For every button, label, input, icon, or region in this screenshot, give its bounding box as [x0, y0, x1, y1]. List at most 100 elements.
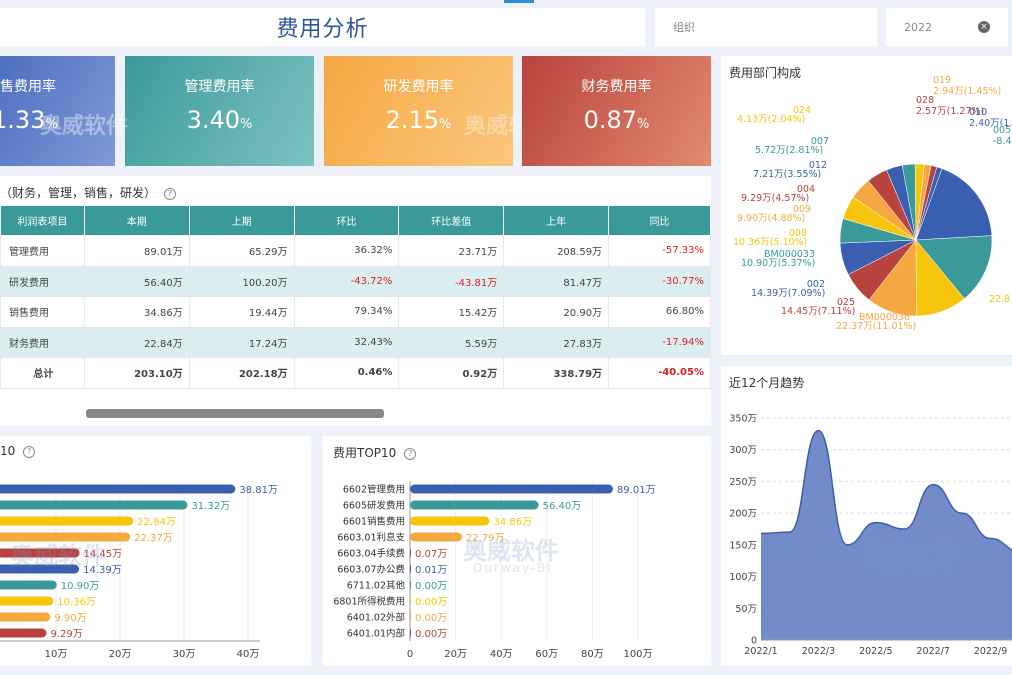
table-cell: 89.01万 — [83, 235, 190, 267]
table-cell: 财务费用 — [0, 326, 85, 358]
table-header-cell: 上年 — [503, 205, 610, 236]
pie-label-code: 024 — [793, 105, 811, 116]
pie-slice — [915, 168, 993, 241]
bar-value-label: 89.01万 — [617, 485, 656, 496]
table-row: 销售费用 34.86万 19.44万 79.34% 15.42万 20.90万 66.80% — [0, 296, 711, 328]
x-tick-label: 2022/5 — [859, 646, 892, 657]
category-label: 6603.01利息支 — [337, 532, 405, 544]
pie-label-code: 010 — [969, 107, 987, 118]
bar — [0, 596, 54, 606]
table-cell: 36.32% — [293, 235, 400, 267]
kpi-label: 财务费用率 — [581, 79, 652, 95]
table-row: 管理费用 89.01万 65.29万 36.32% 23.71万 208.59万 -57.3… — [0, 235, 711, 267]
table-cell: 79.34% — [293, 296, 400, 328]
bar — [0, 548, 80, 558]
y-tick-label: 250万 — [729, 477, 757, 488]
kpi-card-finance-rate: 财务费用率 0.87% — [522, 56, 711, 166]
trend-line — [760, 429, 1012, 551]
table-cell: 65.29万 — [188, 235, 295, 267]
y-tick-label: 0 — [751, 636, 757, 647]
kpi-value: 0.87% — [583, 106, 650, 134]
org-filter[interactable]: 组织 — [655, 8, 877, 46]
x-tick-label: 2022/9 — [974, 646, 1007, 657]
bar — [410, 612, 411, 622]
top10-title: 费用TOP10? — [333, 444, 417, 461]
pie-label-value: 7.21万(3.55%) — [753, 169, 821, 180]
year-filter[interactable]: 2022 × — [886, 8, 1008, 46]
table-header-cell: 本期 — [83, 205, 190, 236]
expense-table-panel: （财务，管理，销售，研发）? 利润表项目 本期 上期 环比 环比差值 上年 同比 管理费用 8… — [0, 176, 711, 426]
pie-title: 费用部门构成 — [729, 66, 802, 80]
kpi-label: 研发费用率 — [383, 79, 454, 95]
bar-value-label: 9.90万 — [54, 613, 86, 624]
table-cell: 研发费用 — [0, 265, 85, 297]
bar-value-label: 14.45万 — [83, 549, 122, 560]
pie-slice — [915, 235, 993, 299]
table-cell: -30.77% — [608, 265, 711, 297]
kpi-card-admin-rate: 管理费用率 3.40% — [125, 56, 314, 166]
category-label: 6401.01内部 — [347, 628, 405, 640]
x-tick-label: 40万 — [237, 649, 260, 660]
top10-panel: 费用TOP10? 6602管理费用 89.01万 6605研发费用 56.40万 660… — [323, 436, 711, 666]
bar — [410, 484, 613, 494]
left-bar-title: 10? — [0, 444, 36, 458]
bar — [410, 548, 411, 558]
pie-label-code: 025 — [837, 297, 855, 308]
pie-label-value: 2.57万(1.27%) — [916, 106, 984, 117]
pie-label-code: 008 — [789, 228, 807, 239]
help-icon[interactable]: ? — [164, 187, 177, 200]
table-row: 研发费用 56.40万 100.20万 -43.72% -43.81万 81.47万 -30… — [0, 265, 711, 297]
category-label: 6711.02其他 — [347, 580, 406, 592]
table-cell: 5.59万 — [398, 326, 505, 358]
year-filter-value: 2022 — [904, 20, 932, 34]
bar — [0, 628, 47, 638]
expense-table: 利润表项目 本期 上期 环比 环比差值 上年 同比 管理费用 89.01万 65.29万 36.3… — [0, 205, 711, 389]
x-tick-label: 2022/7 — [916, 646, 949, 657]
bar — [410, 580, 411, 590]
x-tick-label: 20万 — [109, 649, 132, 660]
pie-label-value: 4.13万(2.04%) — [737, 114, 805, 125]
table-cell: 203.10万 — [83, 357, 190, 389]
pie-label-code: 004 — [797, 184, 815, 195]
clear-icon[interactable]: × — [978, 21, 990, 33]
category-label: 6801所得税费用 — [333, 596, 405, 608]
bar-value-label: 10.36万 — [57, 597, 96, 608]
y-tick-label: 150万 — [729, 540, 757, 551]
bar — [0, 564, 80, 574]
help-icon[interactable]: ? — [404, 447, 417, 460]
bar-value-label: 31.32万 — [191, 501, 230, 512]
dept-pie-panel: 费用部门构成 019 2.94万(1.45%) 028 2.57万(1.27%) 010… — [721, 56, 1012, 355]
table-cell: 22.84万 — [83, 326, 190, 358]
bar-value-label: 34.86万 — [493, 517, 532, 528]
table-cell: 19.44万 — [188, 296, 295, 328]
bar-value-label: 38.81万 — [239, 485, 278, 496]
table-cell: -43.81万 — [398, 265, 505, 297]
table-cell: 0.92万 — [398, 357, 505, 389]
pie-label-value: -8.4 — [993, 136, 1012, 147]
x-tick-label: 2022/3 — [802, 646, 835, 657]
bar-value-label: 22.84万 — [137, 517, 176, 528]
pie-label-code: BM000033 — [764, 249, 815, 260]
pie-label-value: 22.8 — [989, 294, 1010, 305]
horizontal-scrollbar[interactable] — [86, 409, 384, 418]
table-cell: 0.46% — [293, 357, 400, 389]
table-header-cell: 环比差值 — [398, 205, 505, 236]
table-cell: 338.79万 — [503, 357, 610, 389]
table-cell: 23.71万 — [398, 235, 505, 267]
help-icon[interactable]: ? — [23, 445, 36, 458]
bar-value-label: 22.37万 — [134, 533, 173, 544]
trend-area — [761, 430, 1012, 640]
pie-label-value: 14.45万(7.11%) — [781, 306, 855, 317]
pie-label-code: 009 — [793, 204, 811, 215]
category-label: 6601销售费用 — [343, 516, 405, 528]
bar — [0, 532, 131, 542]
bar — [410, 596, 411, 606]
left-bar-panel: 10? 38.81万 31.32万 22.84万 22.37万 14.45万 14.39万… — [0, 436, 311, 666]
bar — [0, 484, 236, 494]
bar-value-label: 0.00万 — [415, 581, 447, 592]
left-bar-chart: 38.81万 31.32万 22.84万 22.37万 14.45万 14.39万 10.9… — [0, 481, 278, 660]
pie-label-value: 10.36万(5.10%) — [733, 237, 807, 248]
pie-label-value: 22.37万(11.01%) — [836, 321, 916, 332]
pie-label-value: 10.90万(5.37%) — [741, 258, 815, 269]
table-cell: -40.05% — [608, 357, 711, 389]
